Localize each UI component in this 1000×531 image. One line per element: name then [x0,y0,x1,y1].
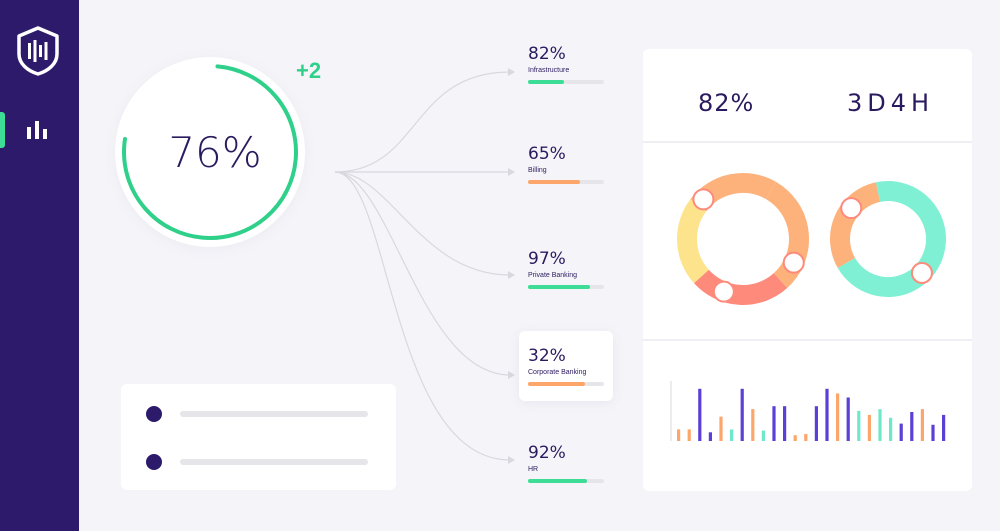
metric-value: 32% [528,346,566,366]
donut-segment [693,269,788,305]
metric-label: Private Banking [528,272,578,279]
bar [942,414,946,441]
panel-divider [643,339,972,341]
metric-value: 65% [528,144,566,164]
bar [814,406,818,441]
bar [719,416,723,441]
metric-progress-fill [528,80,564,84]
list-card [121,384,396,490]
bar [878,409,882,441]
metric-progress-fill [528,479,588,483]
donut-handle[interactable] [782,251,805,274]
bar [772,406,776,441]
donut-handle[interactable] [692,188,715,211]
bar-chart-icon [25,119,49,146]
metric-label: Infrastructure [528,67,570,74]
donut-segment [830,182,881,268]
sidebar [0,0,79,531]
metric-billing[interactable]: 65% Billing [528,144,618,184]
donut-handle[interactable] [840,197,863,220]
metric-progress-fill [528,180,580,184]
metric-progress-bar [528,80,604,84]
bar [931,424,935,441]
bar [687,429,691,441]
metric-value: 97% [528,249,566,269]
metric-corporate-banking[interactable]: 32% Corporate Banking [519,331,613,401]
score-gauge: 76% [110,52,310,252]
metric-label: HR [528,466,539,473]
bar [793,435,797,441]
bar [677,429,681,441]
metric-label: Corporate Banking [528,369,587,376]
metric-value: 82% [528,44,566,64]
metric-value: 92% [528,443,566,463]
bar [910,412,914,441]
metric-private-banking[interactable]: 97% Private Banking [528,249,618,289]
metric-progress-bar [528,479,604,483]
shield-logo-icon[interactable] [16,26,60,76]
list-item-placeholder [180,459,368,465]
list-item[interactable] [146,454,376,470]
metric-progress-bar [528,382,604,386]
bar [783,406,787,441]
list-item-placeholder [180,411,368,417]
list-item[interactable] [146,406,376,422]
panel-divider [643,141,972,143]
metric-label: Billing [528,167,547,174]
bar [836,393,840,441]
score-gauge-background [115,57,305,247]
metric-progress-bar [528,180,604,184]
bar [740,388,744,441]
bar-chart [670,381,946,441]
nav-active-indicator [0,112,5,148]
bar [730,429,734,441]
bar [751,409,755,441]
donut-handle[interactable] [910,261,933,284]
list-item-dot [146,406,162,422]
bar [867,414,871,441]
metric-infrastructure[interactable]: 82% Infrastructure [528,44,618,84]
bar [761,430,765,441]
score-delta: +2 [296,58,322,83]
bar [698,388,702,441]
bar [825,388,829,441]
metric-progress-fill [528,382,585,386]
donut-segment [837,181,946,297]
stat-percent: 82% [698,89,755,117]
connector-lines [334,68,515,464]
list-item-dot [146,454,162,470]
donut-segment [677,199,710,284]
bar [899,423,903,441]
donut-handle[interactable] [712,280,735,303]
bar [804,434,808,441]
nav-item-dashboard[interactable] [0,112,79,148]
bar [846,397,850,441]
summary-panel: 82% 3D4H [643,49,972,491]
metric-progress-bar [528,285,604,289]
bar [889,417,893,441]
bar [920,409,924,441]
donut-chart-left[interactable] [663,164,823,314]
score-value: 76% [168,128,262,177]
bar [708,432,712,441]
metric-hr[interactable]: 92% HR [528,443,618,483]
donut-chart-right[interactable] [823,164,963,314]
score-gauge-ring [122,64,298,240]
bar [857,410,861,441]
metric-progress-fill [528,285,591,289]
stat-code: 3D4H [847,89,935,117]
